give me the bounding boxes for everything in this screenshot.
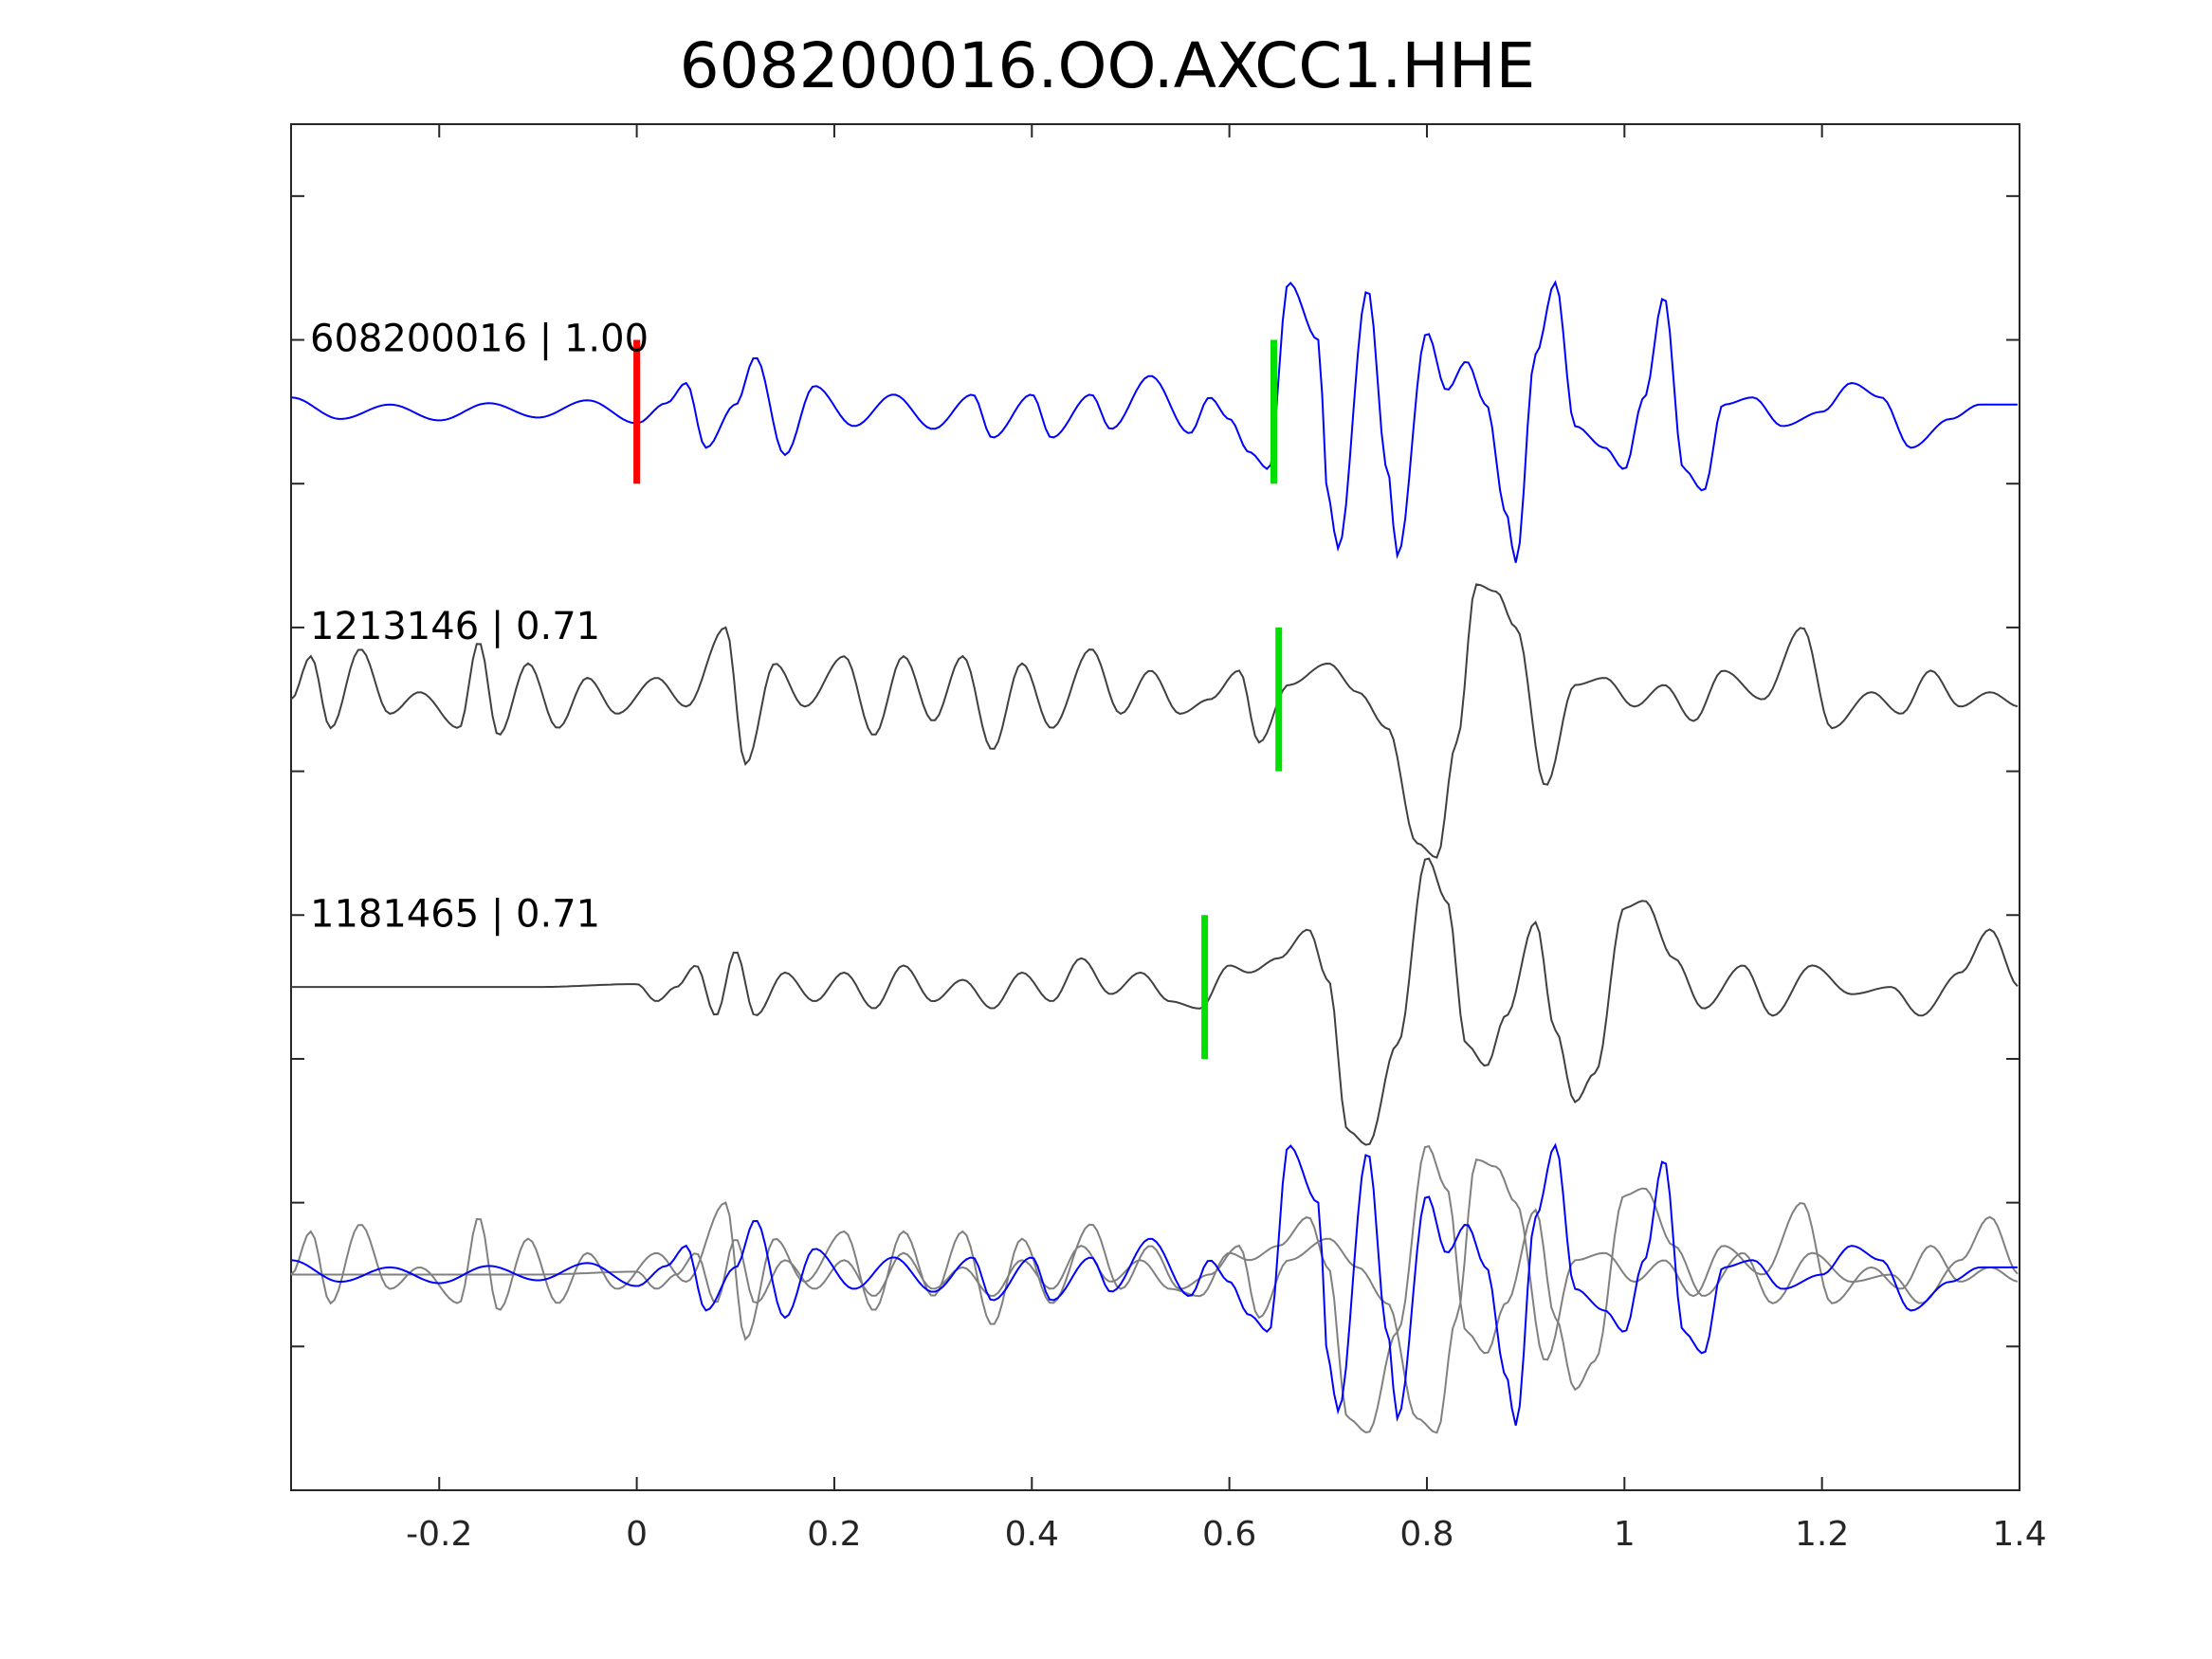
x-tick-label: 1.4 xyxy=(1992,1515,2046,1554)
x-tick-label: 0.6 xyxy=(1202,1515,1256,1554)
overlay-line-1 xyxy=(290,1142,2018,1426)
chart-title: 608200016.OO.AXCC1.HHE xyxy=(680,29,1536,102)
x-tick-label: 1 xyxy=(1614,1515,1636,1554)
trace-line-3 xyxy=(291,857,2019,1146)
x-tick-label: -0.2 xyxy=(406,1515,472,1554)
trace-label-2: 1213146 | 0.71 xyxy=(310,605,600,648)
plot-axes: -0.2 0 0.2 0.4 0.6 0.8 1 1.2 1.4 608200016 | 1.0… xyxy=(290,123,2047,1554)
axes-frame xyxy=(290,123,2020,1491)
pick-group xyxy=(633,339,1283,1059)
x-tick-label: 1.2 xyxy=(1795,1515,1849,1554)
tick-group: -0.2 0 0.2 0.4 0.6 0.8 1 1.2 1.4 xyxy=(291,124,2047,1554)
trace-group xyxy=(290,280,2019,1434)
trace-label-1: 608200016 | 1.00 xyxy=(310,318,649,361)
overlay-line-3 xyxy=(291,1144,2019,1434)
x-tick-label: 0.8 xyxy=(1399,1515,1453,1554)
overlay-line-2 xyxy=(290,1158,2019,1434)
x-tick-label: 0.2 xyxy=(807,1515,861,1554)
trace-line-2 xyxy=(290,583,2019,859)
trace-label-group: 608200016 | 1.00 1213146 | 0.71 1181465 | … xyxy=(310,318,649,937)
trace-line-1 xyxy=(290,280,2018,563)
x-tick-label: 0.4 xyxy=(1005,1515,1059,1554)
x-tick-label: 0 xyxy=(626,1515,648,1554)
trace-label-3: 1181465 | 0.71 xyxy=(310,892,600,936)
